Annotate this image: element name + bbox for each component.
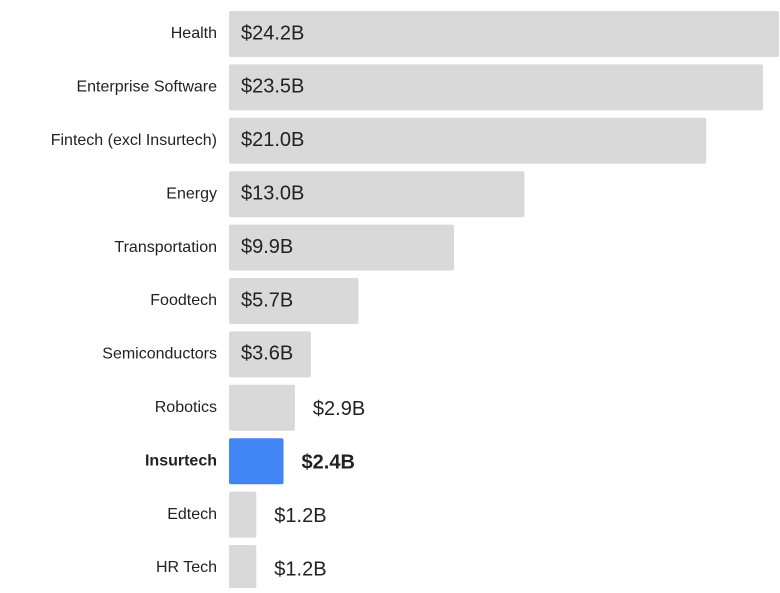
category-label: Semiconductors: [102, 346, 217, 363]
category-label: Transportation: [114, 239, 217, 256]
value-label: $23.5B: [241, 76, 304, 98]
category-label: Enterprise Software: [76, 79, 217, 96]
category-label: Health: [171, 25, 217, 42]
category-label: Fintech (excl Insurtech): [51, 132, 217, 149]
value-label: $2.4B: [302, 451, 355, 473]
bar: [229, 331, 311, 378]
bar: [229, 384, 295, 431]
value-label: $5.7B: [241, 289, 293, 311]
value-label: $9.9B: [241, 236, 293, 258]
value-label: $24.2B: [241, 22, 304, 44]
bar: [229, 438, 284, 485]
bar: [229, 11, 779, 57]
bar: [229, 171, 525, 218]
value-label: $3.6B: [241, 343, 293, 365]
value-label: $1.2B: [274, 558, 326, 580]
category-label: Edtech: [167, 506, 217, 523]
bar: [229, 224, 454, 271]
category-label: HR Tech: [156, 559, 217, 576]
bar: [229, 278, 359, 324]
value-label: $21.0B: [241, 129, 304, 151]
value-label: $1.2B: [274, 505, 326, 527]
bar: [229, 117, 707, 164]
category-label: Insurtech: [145, 452, 217, 469]
value-label: $13.0B: [241, 182, 304, 204]
bar: [229, 545, 257, 591]
bar: [229, 64, 764, 111]
value-label: $2.9B: [313, 398, 365, 420]
category-label: Robotics: [155, 399, 217, 416]
bar: [229, 491, 257, 538]
category-label: Energy: [166, 185, 217, 202]
category-label: Foodtech: [150, 292, 217, 309]
